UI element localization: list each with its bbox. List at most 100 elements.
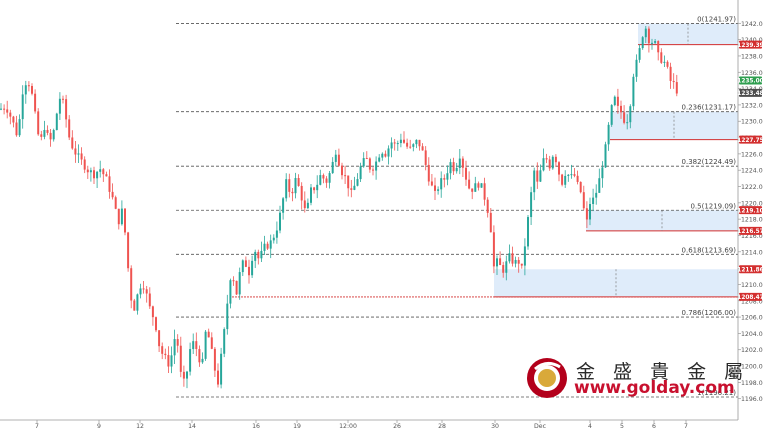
candle-body — [186, 371, 188, 379]
candle-body — [319, 175, 322, 185]
candle-body — [322, 175, 325, 179]
price-tag-label: 1219.10 — [737, 208, 763, 214]
fib-label: 0.786(1206.00) — [682, 309, 737, 317]
candle-body — [136, 294, 139, 311]
candle-body — [145, 289, 148, 294]
candle-body — [105, 174, 108, 177]
candle-body — [220, 353, 223, 385]
candle-body — [142, 288, 145, 290]
candle-body — [492, 232, 495, 267]
x-tick-label: 30 — [491, 423, 499, 430]
x-tick-label: 12:00 — [339, 423, 357, 430]
y-tick-label: 1224.00 — [741, 168, 763, 175]
candle-body — [170, 355, 173, 367]
candle-body — [368, 158, 371, 170]
candle-body — [210, 337, 213, 349]
candle-body — [269, 240, 272, 249]
candle-body — [654, 41, 657, 43]
candle-body — [390, 142, 393, 149]
candle-body — [412, 144, 415, 147]
candle-body — [89, 170, 92, 173]
candle-body — [669, 66, 672, 81]
price-tag-label: 1239.39 — [737, 43, 763, 49]
candle-body — [120, 208, 123, 225]
candle-body — [610, 105, 613, 125]
candle-body — [514, 259, 517, 264]
candle-body — [424, 150, 427, 165]
candle-body — [548, 159, 551, 169]
candle-body — [403, 139, 405, 143]
golday-watermark: 金 盛 貴 金 屬 www.golday.com — [524, 355, 743, 405]
candle-body — [545, 158, 548, 160]
y-tick-label: 1196.00 — [741, 396, 763, 403]
candle-body — [629, 106, 632, 123]
candle-body — [337, 154, 340, 166]
candle-body — [34, 93, 37, 112]
candle-body — [573, 174, 576, 176]
candle-body — [613, 96, 616, 106]
candle-body — [468, 179, 471, 189]
candle-body — [539, 170, 542, 182]
candle-body — [86, 169, 89, 173]
candle-body — [393, 142, 396, 144]
candle-body — [282, 198, 285, 213]
candle-body — [24, 85, 27, 95]
candle-body — [102, 169, 105, 175]
candle-body — [387, 148, 390, 157]
y-tick-label: 1226.00 — [741, 151, 763, 158]
candle-body — [189, 349, 192, 372]
candle-body — [266, 243, 269, 249]
candle-body — [616, 96, 619, 106]
price-tag — [739, 265, 762, 274]
candle-body — [406, 142, 409, 147]
candle-body — [359, 166, 362, 180]
candle-body — [325, 178, 328, 183]
x-tick-label: 7 — [684, 423, 688, 430]
candle-body — [675, 82, 678, 94]
candle-body — [657, 41, 660, 53]
candle-body — [316, 184, 319, 191]
x-tick-label: 26 — [393, 423, 401, 430]
candle-body — [344, 175, 347, 177]
candle-body — [347, 175, 350, 189]
candle-body — [226, 303, 229, 330]
candle-body — [579, 181, 582, 193]
candle-body — [561, 174, 564, 185]
candle-body — [164, 353, 167, 356]
x-tick-label: 16 — [252, 423, 260, 430]
y-tick-label: 1208.00 — [741, 298, 763, 305]
price-tag-label: 1233.48 — [737, 91, 763, 97]
candle-body — [198, 349, 201, 363]
y-tick-label: 1200.00 — [741, 364, 763, 371]
candle-body — [291, 191, 294, 194]
candle-body — [62, 98, 64, 100]
zone-box — [586, 210, 738, 231]
x-tick-label: 28 — [438, 423, 446, 430]
candle-body — [551, 156, 554, 169]
candle-body — [536, 170, 539, 182]
candle-body — [71, 137, 74, 149]
candle-body — [570, 174, 573, 176]
watermark-name-cn: 金 盛 貴 金 屬 — [576, 361, 750, 383]
candle-body — [341, 165, 343, 176]
candle-body — [576, 175, 579, 182]
price-tag-label: 1211.86 — [737, 268, 763, 274]
candle-body — [96, 171, 99, 179]
candle-body — [533, 170, 536, 193]
candle-body — [300, 185, 303, 201]
candle-body — [461, 158, 464, 168]
candle-body — [179, 345, 182, 372]
x-tick-label: 4 — [588, 423, 592, 430]
candle-body — [99, 169, 102, 172]
candle-body — [375, 161, 378, 171]
candle-body — [9, 112, 12, 117]
candle-body — [644, 28, 647, 38]
candle-body — [6, 109, 9, 113]
candle-body — [471, 188, 474, 192]
y-tick-label: 1218.00 — [741, 217, 763, 224]
candle-body — [430, 181, 433, 186]
candle-body — [272, 237, 275, 241]
candle-body — [40, 134, 43, 137]
candle-body — [623, 112, 626, 123]
